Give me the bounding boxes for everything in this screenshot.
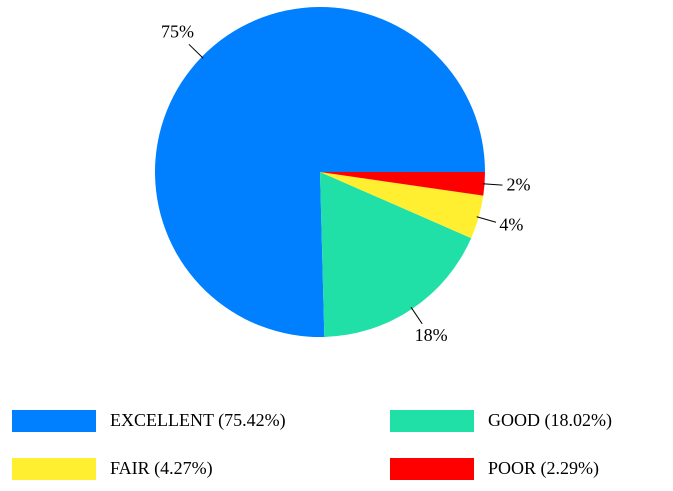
data-label: 4% [499,215,523,235]
legend-swatch [390,458,474,480]
legend-label: POOR (2.29%) [488,458,599,479]
leader-line [410,306,423,325]
legend-label: FAIR (4.27%) [110,458,213,479]
leader-line [188,43,204,59]
pie-slice [320,172,484,239]
legend-label: EXCELLENT (75.42%) [110,410,286,431]
data-label: 2% [506,174,530,194]
leader-line [476,216,497,223]
legend-swatch [12,410,96,432]
legend-label: GOOD (18.02%) [488,410,612,431]
pie-slice [320,172,472,337]
data-label: 18% [415,325,448,345]
data-label: 75% [161,21,194,41]
pie-slice [154,6,485,337]
pie-slice [320,172,485,196]
legend-swatch [12,458,96,480]
leader-line [482,183,503,186]
legend-swatch [390,410,474,432]
